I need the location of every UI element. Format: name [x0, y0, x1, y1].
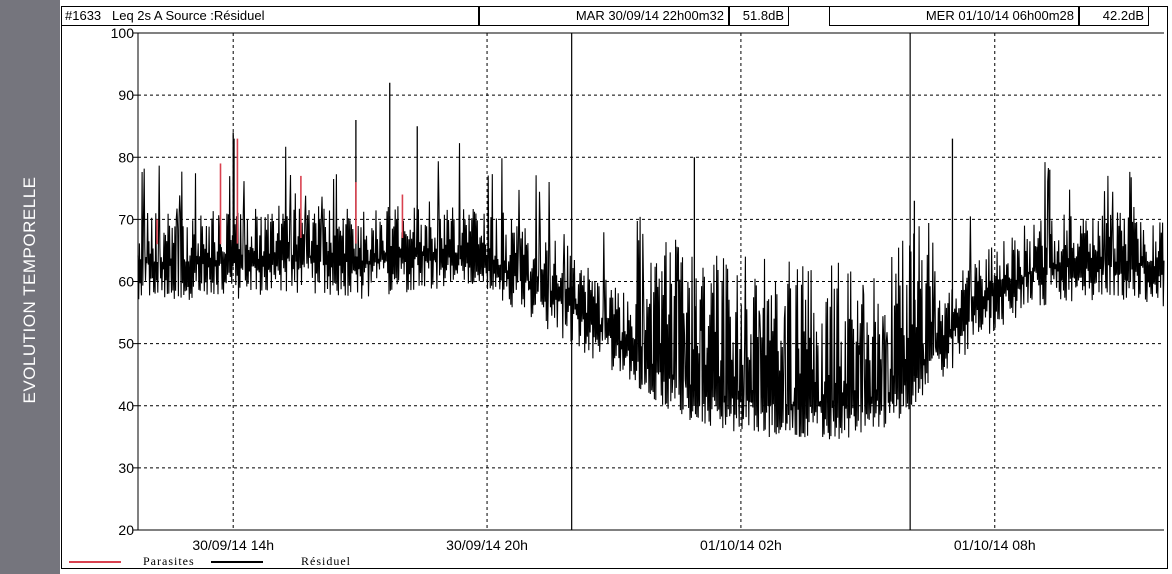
x-axis-labels: 30/09/14 14h 30/09/14 20h 01/10/14 02h 01/1…	[192, 537, 1035, 553]
chart-legend: Parasites Résiduel	[61, 554, 1168, 569]
end-level-cell: 42.2dB	[1079, 6, 1149, 26]
y-tick-label: 80	[118, 149, 134, 165]
end-time-cell: MER 01/10/14 06h00m28	[829, 6, 1079, 26]
y-tick-label: 100	[111, 25, 135, 41]
y-axis-labels: 20 30 40 50 60 70 80 90 100	[111, 25, 135, 538]
y-tick-label: 20	[118, 522, 134, 538]
y-tick-label: 90	[118, 87, 134, 103]
y-tick-label: 70	[118, 211, 134, 227]
side-panel: EVOLUTION TEMPORELLE	[0, 0, 60, 574]
chart-axes	[133, 32, 1164, 531]
plot-series	[137, 82, 1165, 440]
start-level-cell: 51.8dB	[729, 6, 789, 26]
x-tick-label: 01/10/14 08h	[954, 537, 1036, 553]
legend-residuel-label: Résiduel	[301, 554, 351, 568]
x-tick-label: 01/10/14 02h	[700, 537, 782, 553]
header-title: #1633 Leq 2s A Source :Résiduel	[61, 6, 479, 26]
x-tick-label: 30/09/14 14h	[192, 537, 274, 553]
y-tick-label: 40	[118, 398, 134, 414]
chart-frame	[61, 6, 1168, 569]
legend-parasites-label: Parasites	[143, 554, 195, 568]
y-tick-label: 50	[118, 336, 134, 352]
start-time-cell: MAR 30/09/14 22h00m32	[479, 6, 729, 26]
legend-residuel-swatch	[211, 561, 263, 563]
legend-parasites-swatch	[69, 561, 121, 563]
y-tick-label: 30	[118, 460, 134, 476]
measurement-id: #1633	[65, 8, 102, 23]
x-tick-label: 30/09/14 20h	[446, 537, 528, 553]
chart-header: #1633 Leq 2s A Source :Résiduel MAR 30/0…	[61, 6, 1168, 26]
residuel-series-line	[137, 143, 1165, 440]
measurement-descriptor: Leq 2s A Source :Résiduel	[112, 8, 265, 23]
y-tick-label: 60	[118, 274, 134, 290]
